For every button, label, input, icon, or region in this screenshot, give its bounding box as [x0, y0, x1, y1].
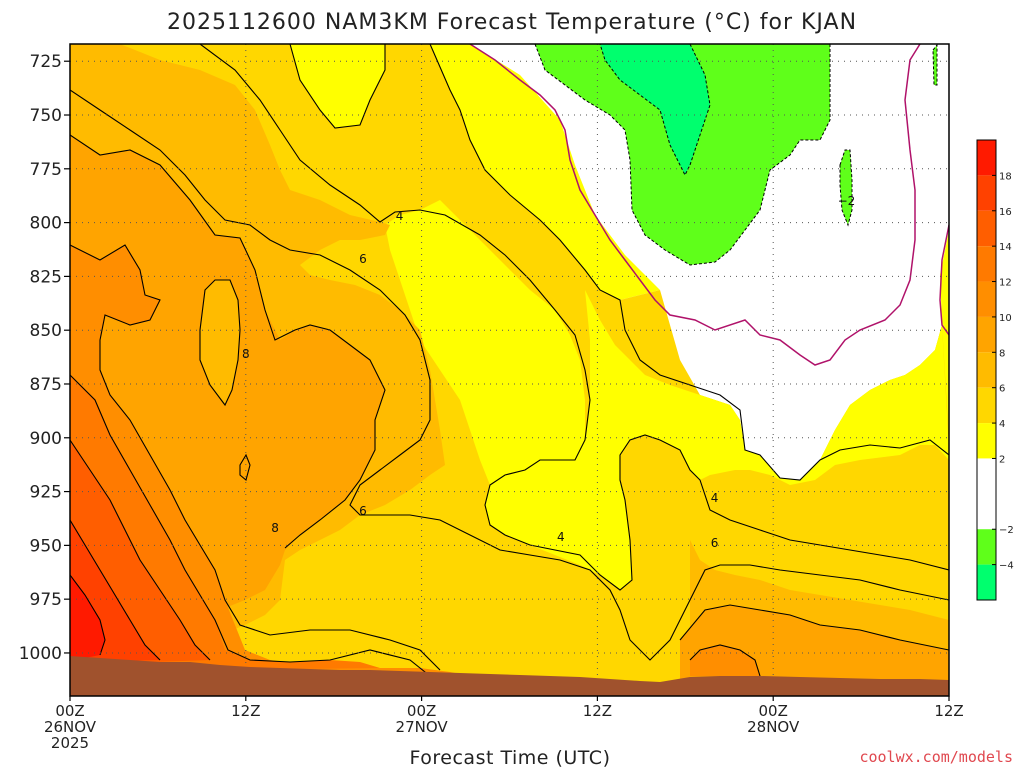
y-tick-label: 725 — [30, 52, 62, 72]
contour-labels: 4 6 8 6 8 4 4 6 −2 — [242, 194, 855, 550]
x-tick-label: 12Z — [934, 702, 963, 720]
contour-8-pocket — [199, 279, 241, 407]
band-3-to-4-hi — [430, 44, 660, 300]
y-axis: 725 750 775 800 825 850 875 900 925 950 975 1000 — [19, 52, 70, 664]
freezing-line — [469, 44, 921, 366]
contour-16 — [70, 519, 161, 661]
y-tick-label: 775 — [30, 160, 62, 180]
colorbar-label: 14 — [999, 242, 1012, 253]
x-tick-label: 00Z — [407, 702, 436, 720]
colorbar-swatch — [977, 387, 996, 424]
x-tick-label: 26NOV — [44, 718, 97, 736]
x-tick-label: 2025 — [51, 734, 89, 752]
y-tick-label: 875 — [30, 375, 62, 395]
plot-area — [70, 44, 949, 696]
contour-label: 4 — [711, 491, 719, 505]
x-tick-label: 12Z — [583, 702, 612, 720]
band-minus2-island-small — [932, 44, 938, 86]
colorbar-label: −2 — [999, 525, 1014, 536]
contour-label: 8 — [242, 347, 250, 361]
contour-2 — [429, 44, 949, 481]
x-axis-label: Forecast Time (UTC) — [410, 747, 611, 768]
contour-4-main — [80, 44, 949, 591]
band-minus4-to-minus6 — [599, 44, 711, 177]
band-2-to-4-lower — [485, 290, 949, 590]
contour-8-small — [239, 453, 251, 481]
colorbar-swatch — [977, 352, 996, 388]
freezing-line-right — [939, 224, 949, 336]
contour-label: 6 — [359, 504, 367, 518]
x-tick-label: 00Z — [55, 702, 84, 720]
colorbar-swatch — [977, 458, 996, 494]
contour-8-main — [70, 134, 386, 549]
contour-label: 8 — [271, 521, 279, 535]
contour-label: 4 — [557, 530, 565, 544]
band-2-to-4-mid — [385, 200, 585, 485]
contour-lines — [70, 44, 949, 677]
contour-6-main — [70, 89, 949, 661]
contour-12 — [70, 374, 431, 677]
colorbar-swatch — [977, 246, 996, 282]
y-tick-label: 750 — [30, 106, 62, 126]
colorbar-label: 8 — [999, 348, 1005, 359]
colorbar-label: 2 — [999, 454, 1005, 465]
x-tick-label: 28NOV — [747, 718, 800, 736]
grid — [70, 44, 949, 696]
y-tick-label: 950 — [30, 536, 62, 556]
band-8-to-10-pocket — [200, 280, 240, 405]
credit-link[interactable]: coolwx.com/models — [859, 748, 1013, 766]
colorbar: 18 16 14 12 10 8 6 4 2 −2 −4 — [976, 139, 1014, 601]
colorbar-label: 6 — [999, 384, 1005, 395]
y-tick-label: 1000 — [19, 644, 62, 664]
contour-18 — [70, 574, 106, 656]
colorbar-label: −4 — [999, 561, 1014, 572]
band-minus2-island — [839, 149, 853, 227]
y-tick-label: 975 — [30, 590, 62, 610]
contour-label: 6 — [359, 252, 367, 266]
contour-4-upper — [289, 44, 386, 129]
colorbar-frame — [976, 139, 997, 601]
colorbar-swatch — [977, 210, 996, 247]
colorbar-label: 10 — [999, 313, 1012, 324]
colorbar-swatch — [977, 423, 996, 459]
contour-label: 4 — [396, 209, 404, 223]
y-tick-label: 925 — [30, 483, 62, 503]
colorbar-swatch — [977, 140, 996, 176]
chart-title: 2025112600 NAM3KM Forecast Temperature (… — [167, 10, 857, 35]
y-tick-label: 850 — [30, 321, 62, 341]
contour-label: 6 — [711, 536, 719, 550]
contour-10 — [70, 244, 441, 671]
y-tick-label: 800 — [30, 214, 62, 234]
colorbar-label: 16 — [999, 207, 1012, 218]
band-18-to-20 — [70, 575, 105, 660]
contour-label: −2 — [838, 194, 856, 208]
colorbar-swatch — [977, 529, 996, 565]
colorbar-swatch — [977, 564, 996, 600]
colorbar-label: 18 — [999, 171, 1012, 182]
colorbar-label: 12 — [999, 278, 1012, 289]
colorbar-swatch — [977, 316, 996, 353]
y-tick-label: 825 — [30, 267, 62, 287]
colorbar-label: 4 — [999, 419, 1005, 430]
colorbar-swatch — [977, 493, 996, 530]
x-tick-label: 00Z — [759, 702, 788, 720]
contour-14 — [70, 439, 211, 661]
y-tick-label: 900 — [30, 429, 62, 449]
contour-10-lower-right — [689, 644, 761, 677]
x-tick-label: 27NOV — [396, 718, 449, 736]
ground — [70, 656, 949, 696]
contour-8-lower-right — [679, 604, 949, 651]
colorbar-swatch — [977, 175, 996, 211]
colorbar-swatch — [977, 281, 996, 317]
x-tick-label: 12Z — [231, 702, 260, 720]
